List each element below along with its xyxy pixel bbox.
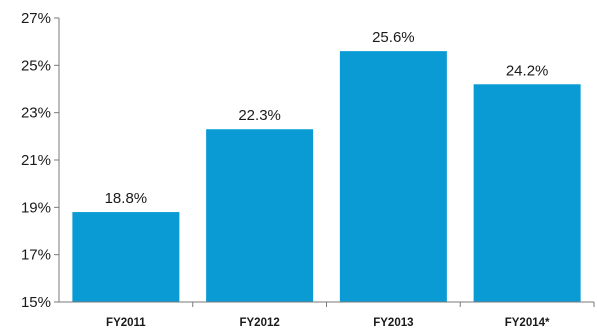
bars: 18.8% 22.3% 25.6% 24.2%	[72, 29, 581, 303]
data-label: 25.6%	[372, 29, 415, 46]
bar-fy2011	[72, 212, 180, 302]
y-tick-label: 23%	[21, 105, 51, 122]
bar-fy2013	[339, 51, 447, 303]
x-category-label: FY2014*	[505, 317, 550, 329]
x-category-label: FY2011	[106, 317, 146, 329]
y-tick-label: 19%	[21, 199, 51, 216]
data-label: 22.3%	[238, 107, 281, 124]
bar-fy2014	[473, 84, 581, 303]
y-axis: 15% 17% 19% 21% 23% 25% 27%	[21, 10, 60, 311]
y-tick-label: 21%	[21, 152, 51, 169]
data-label: 24.2%	[506, 62, 549, 79]
x-category-label: FY2012	[239, 317, 279, 329]
x-category-label: FY2013	[373, 317, 413, 329]
bar-fy2012	[206, 129, 314, 302]
y-tick-label: 17%	[21, 247, 51, 264]
y-tick-label: 15%	[21, 294, 51, 311]
x-axis: FY2011 FY2012 FY2013 FY2014*	[59, 301, 595, 329]
data-label: 18.8%	[105, 190, 148, 207]
y-tick-label: 25%	[21, 57, 51, 74]
y-tick-label: 27%	[21, 10, 51, 27]
